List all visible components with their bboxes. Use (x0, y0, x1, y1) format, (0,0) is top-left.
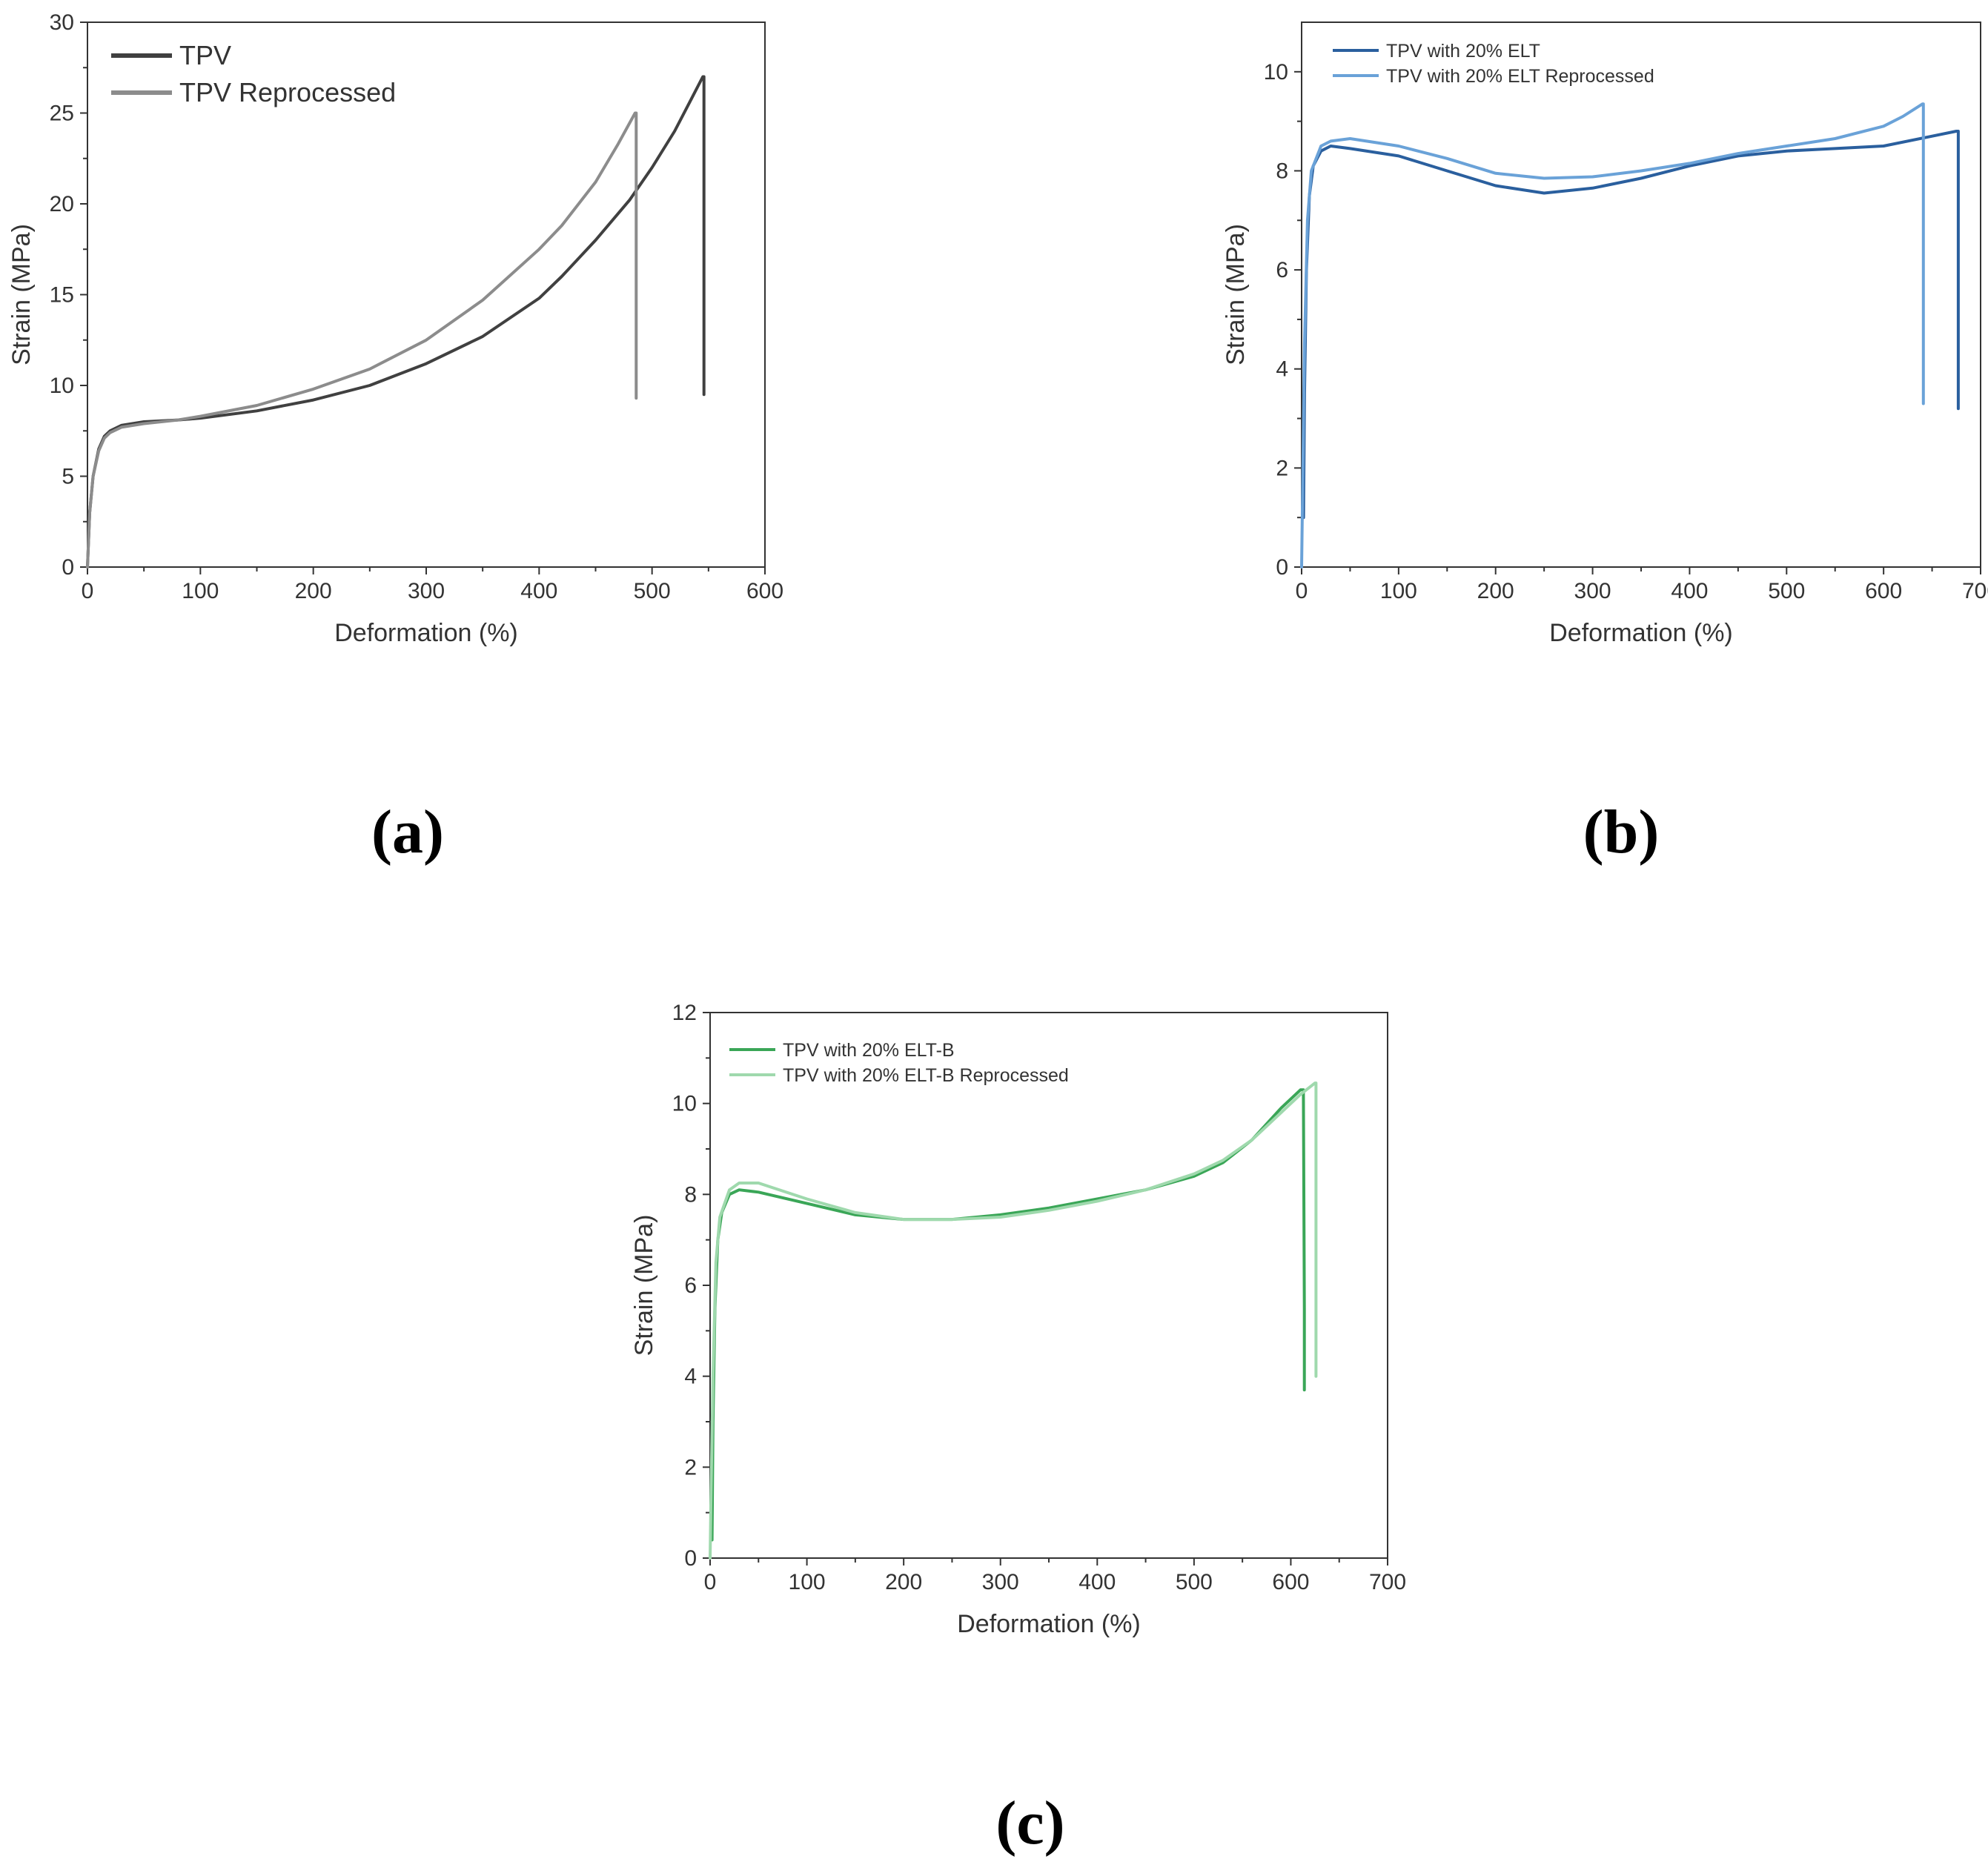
legend-label-2: TPV with 20% ELT-B Reprocessed (783, 1065, 1069, 1086)
y-tick-label: 6 (1276, 258, 1288, 282)
panel-b-chart: 0 100 200 300 400 500 600 700 0 2 4 6 8 10 Deformation… (1222, 21, 1988, 647)
x-axis-title: Deformation (%) (957, 1610, 1141, 1638)
y-tick-label: 30 (50, 10, 74, 35)
x-tick-label: 600 (1272, 1570, 1309, 1594)
plot-frame (1301, 21, 1981, 568)
panel-a-chart: 0 100 200 300 400 500 600 0 5 10 15 20 25 30 Deformati… (7, 10, 783, 647)
y-tick-label: 0 (62, 555, 74, 580)
y-tick-label: 0 (684, 1546, 697, 1571)
panel-a-label: (a) (371, 798, 444, 867)
x-tick-label: 200 (1477, 579, 1514, 603)
panel-c-chart: 0 100 200 300 400 500 600 700 0 2 4 6 8 10 12 Deformati… (630, 1001, 1406, 1638)
y-tick-label: 2 (1276, 456, 1288, 480)
x-axis-title: Deformation (%) (334, 619, 518, 647)
y-tick-label: 5 (62, 465, 74, 489)
x-tick-label: 300 (408, 579, 445, 603)
series-line-1 (86, 75, 706, 569)
x-tick-label: 0 (1296, 579, 1308, 603)
y-axis-title: Strain (MPa) (630, 1215, 658, 1356)
y-axis-title: Strain (MPa) (1222, 224, 1250, 365)
y-tick-label: 12 (672, 1001, 697, 1025)
y-tick-label: 10 (672, 1092, 697, 1116)
panel-b-label: (b) (1583, 798, 1660, 867)
x-tick-label: 400 (1079, 1570, 1116, 1594)
legend-label-1: TPV with 20% ELT (1386, 41, 1540, 62)
x-tick-label: 100 (789, 1570, 826, 1594)
series-line-2 (709, 1081, 1318, 1560)
x-tick-label: 200 (885, 1570, 922, 1594)
panel-c-label: (c) (995, 1789, 1064, 1858)
y-tick-label: 6 (684, 1273, 697, 1298)
series-line-1 (1302, 130, 1960, 520)
legend-label-1: TPV with 20% ELT-B (783, 1040, 955, 1061)
x-tick-label: 500 (634, 579, 671, 603)
y-tick-label: 25 (50, 102, 74, 126)
x-tick-label: 100 (182, 579, 219, 603)
y-tick-label: 0 (1276, 555, 1288, 580)
x-tick-label: 400 (520, 579, 557, 603)
x-tick-label: 100 (1380, 579, 1417, 603)
legend-label-2: TPV with 20% ELT Reprocessed (1386, 66, 1654, 87)
y-tick-label: 10 (50, 374, 74, 398)
x-tick-label: 500 (1768, 579, 1805, 603)
x-tick-label: 600 (746, 579, 783, 603)
x-axis-title: Deformation (%) (1549, 619, 1733, 647)
series-line-1 (710, 1088, 1306, 1542)
x-tick-label: 400 (1671, 579, 1708, 603)
y-tick-label: 8 (684, 1182, 697, 1207)
plot-frame (709, 1012, 1388, 1559)
y-tick-label: 2 (684, 1455, 697, 1480)
y-tick-label: 4 (1276, 357, 1288, 382)
x-tick-label: 700 (1369, 1570, 1406, 1594)
y-axis-title: Strain (MPa) (7, 224, 36, 365)
x-tick-label: 600 (1865, 579, 1902, 603)
x-tick-label: 0 (82, 579, 94, 603)
legend-label-2: TPV Reprocessed (179, 77, 396, 107)
x-tick-label: 300 (982, 1570, 1019, 1594)
x-tick-label: 0 (704, 1570, 717, 1594)
legend-label-1: TPV (179, 40, 231, 70)
y-tick-label: 15 (50, 283, 74, 308)
y-tick-label: 10 (1264, 60, 1288, 85)
y-tick-label: 8 (1276, 159, 1288, 183)
series-line-2 (86, 111, 638, 569)
x-tick-label: 200 (295, 579, 332, 603)
y-tick-label: 20 (50, 192, 74, 216)
x-tick-label: 500 (1176, 1570, 1213, 1594)
x-tick-label: 700 (1962, 579, 1988, 603)
series-line-2 (1300, 102, 1925, 569)
x-tick-label: 300 (1574, 579, 1611, 603)
y-tick-label: 4 (684, 1365, 697, 1389)
